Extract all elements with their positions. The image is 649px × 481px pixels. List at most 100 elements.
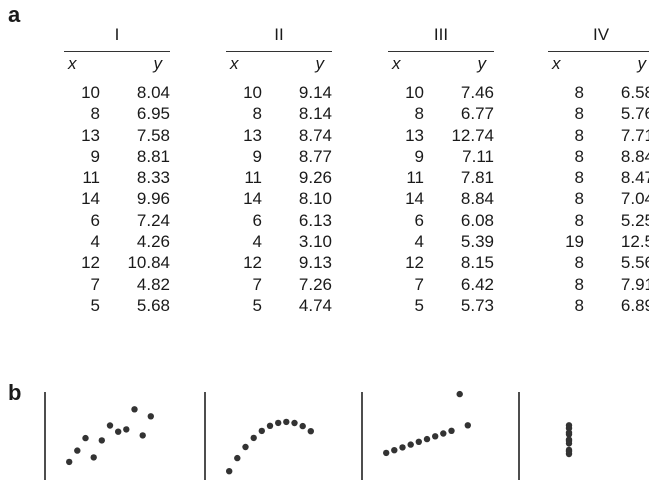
data-point <box>115 428 122 435</box>
x-value: 6 <box>252 210 262 230</box>
table-row: 7 7.26 <box>226 274 332 295</box>
x-value: 10 <box>243 83 262 102</box>
data-point <box>565 448 573 455</box>
dataset-4-table: IVxy86.5885.7687.7188.8488.4787.0485.251… <box>548 24 649 316</box>
table-row: 5 5.73 <box>388 295 494 316</box>
data-point <box>299 422 306 430</box>
x-value: 8 <box>574 104 584 124</box>
y-value: 4.74 <box>298 295 332 315</box>
data-point <box>456 390 463 398</box>
dataset-title: IV <box>548 24 649 52</box>
table-row: 8 8.14 <box>226 103 332 124</box>
x-value: 5 <box>90 295 100 315</box>
data-point <box>448 427 455 434</box>
x-value: 4 <box>414 232 424 252</box>
x-value: 5 <box>414 295 424 315</box>
table-row: 86.89 <box>548 295 649 316</box>
panel-b-letter: b <box>8 380 22 405</box>
data-point <box>407 441 414 448</box>
y-value: 6.95 <box>136 104 170 124</box>
table-row: 14 9.96 <box>64 188 170 209</box>
data-point <box>258 427 265 435</box>
y-value: 6.77 <box>460 104 494 124</box>
column-header-x: x <box>68 54 77 73</box>
x-value: 8 <box>574 274 584 294</box>
y-value: 8.74 <box>298 125 332 145</box>
table-row: 7 6.42 <box>388 274 494 295</box>
y-value: 9.13 <box>298 253 332 273</box>
y-value: 5.56 <box>620 253 649 273</box>
table-row: 13 12.74 <box>388 125 494 146</box>
y-value: 7.81 <box>460 168 494 188</box>
data-point <box>242 443 249 451</box>
data-point <box>440 430 447 437</box>
y-value: 7.04 <box>620 189 649 209</box>
x-value: 8 <box>574 125 584 145</box>
panel-a-letter: a <box>8 2 21 27</box>
y-value: 6.89 <box>620 295 649 315</box>
dataset-title: III <box>388 24 494 52</box>
table-row: 8 6.77 <box>388 103 494 124</box>
table-row: 5 5.68 <box>64 295 170 316</box>
data-point <box>307 428 314 435</box>
column-header-y: y <box>153 54 163 73</box>
table-row: 11 9.26 <box>226 167 332 188</box>
x-value: 11 <box>82 168 100 188</box>
x-value: 6 <box>90 210 100 230</box>
y-value: 7.24 <box>136 210 170 230</box>
y-value: 10.84 <box>127 253 170 273</box>
x-value: 8 <box>574 146 584 166</box>
table-row: 4 3.10 <box>226 231 332 252</box>
y-value: 7.71 <box>620 125 649 145</box>
table-row: 85.76 <box>548 103 649 124</box>
y-value: 5.25 <box>620 210 649 230</box>
data-point <box>266 422 274 429</box>
y-value: 8.81 <box>136 146 170 166</box>
table-row: 9 8.77 <box>226 146 332 167</box>
data-point <box>391 447 398 454</box>
table-row: 88.47 <box>548 167 649 188</box>
table-row: 10 8.04 <box>64 82 170 103</box>
y-value: 8.04 <box>136 83 170 102</box>
x-value: 4 <box>252 232 262 252</box>
scatter-plot-3 <box>361 390 471 480</box>
data-point <box>234 454 241 462</box>
table-row: 12 10.84 <box>64 252 170 273</box>
data-point <box>90 454 97 461</box>
table-row: 9 8.81 <box>64 146 170 167</box>
x-value: 12 <box>81 253 100 273</box>
table-row: 11 7.81 <box>388 167 494 188</box>
table-row: 10 9.14 <box>226 82 332 103</box>
data-point <box>131 406 138 413</box>
y-value: 6.58 <box>620 83 649 102</box>
x-value: 13 <box>405 125 424 145</box>
x-value: 8 <box>414 104 424 124</box>
y-value: 8.15 <box>460 253 494 273</box>
x-value: 8 <box>574 210 584 230</box>
table-row: 4 4.26 <box>64 231 170 252</box>
x-value: 10 <box>81 83 100 102</box>
y-value: 5.73 <box>460 295 494 315</box>
x-value: 9 <box>90 146 100 166</box>
data-point <box>291 419 298 427</box>
y-value: 8.14 <box>298 104 332 124</box>
table-row: 14 8.10 <box>226 188 332 209</box>
y-value: 7.11 <box>462 146 494 166</box>
y-value: 6.13 <box>298 210 332 230</box>
data-point <box>565 429 573 436</box>
y-value: 8.47 <box>620 168 649 188</box>
y-value: 12.74 <box>451 125 494 145</box>
data-point <box>464 422 471 429</box>
y-value: 12.5 <box>620 232 649 252</box>
x-value: 5 <box>252 295 262 315</box>
x-value: 6 <box>414 210 424 230</box>
y-value: 7.58 <box>136 125 170 145</box>
data-point <box>383 449 390 457</box>
data-point <box>123 426 130 433</box>
y-value: 5.68 <box>136 295 170 315</box>
y-value: 4.26 <box>136 232 170 252</box>
